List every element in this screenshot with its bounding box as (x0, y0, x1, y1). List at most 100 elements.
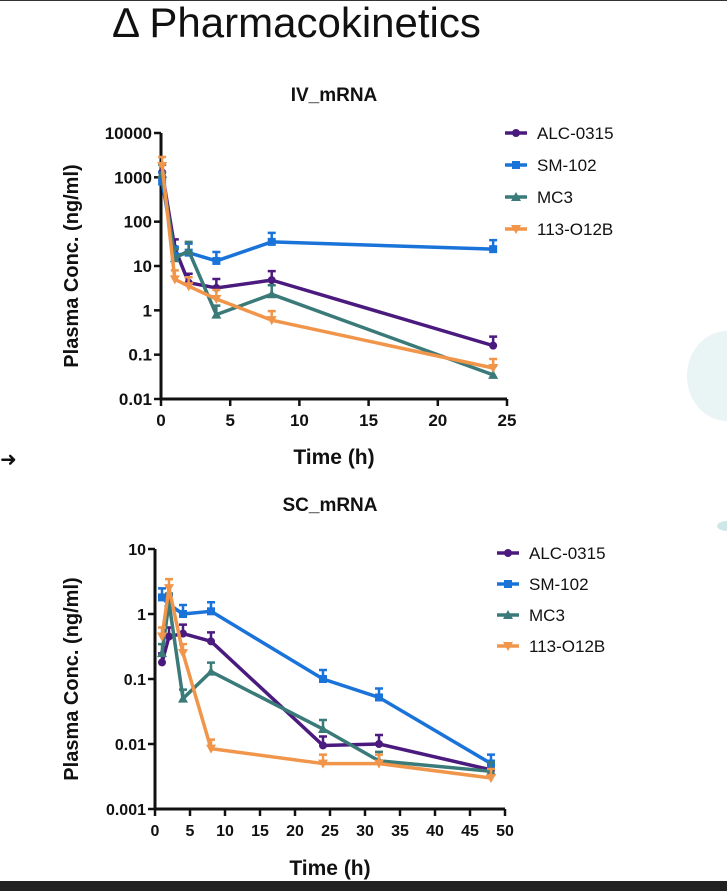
legend-label: ALC-0315 (537, 124, 614, 143)
x-tick-label: 20 (428, 411, 447, 430)
series-MC3 (157, 163, 499, 379)
series-MC3 (157, 592, 496, 776)
legend-label: MC3 (537, 188, 573, 207)
data-point (489, 245, 498, 254)
legend-marker (503, 642, 513, 651)
legend-label: 113-O12B (537, 220, 613, 239)
x-axis-label: Time (h) (289, 857, 370, 880)
series-line (160, 165, 494, 370)
legend-label: SM-102 (537, 156, 597, 175)
data-point (183, 282, 194, 292)
data-point (211, 309, 222, 319)
series-ALC-0315 (158, 623, 495, 774)
mouse-illustration-tail (717, 521, 727, 531)
legend-marker (512, 161, 520, 169)
data-point (178, 693, 188, 703)
data-point (319, 741, 327, 750)
y-tick-label: 0.01 (115, 737, 146, 754)
data-point (169, 275, 180, 285)
y-tick-label: 100 (124, 213, 152, 232)
x-tick-label: 15 (251, 823, 269, 840)
legend-marker (504, 549, 512, 557)
data-point (158, 658, 166, 667)
data-point (374, 759, 384, 769)
data-point (266, 316, 277, 326)
data-point (206, 744, 216, 754)
y-axis-label: Plasma Conc. (ng/ml) (61, 164, 83, 367)
y-tick-label: 10 (128, 542, 146, 559)
x-tick-label: 25 (321, 823, 339, 840)
data-point (318, 759, 328, 769)
y-tick-label: 10 (133, 257, 152, 276)
data-point (165, 632, 173, 641)
legend-marker (511, 192, 521, 201)
x-tick-label: 40 (426, 823, 444, 840)
y-tick-label: 0.1 (128, 346, 152, 365)
data-point (183, 245, 194, 255)
x-tick-label: 5 (186, 823, 195, 840)
series-ALC-0315 (158, 162, 498, 350)
legend-label: ALC-0315 (529, 544, 606, 563)
series-113-O12B (157, 155, 499, 374)
data-point (157, 648, 167, 658)
series-SM-102 (158, 171, 498, 265)
data-point (486, 773, 496, 783)
x-tick-label: 5 (225, 411, 234, 430)
data-point (212, 256, 221, 265)
page-title: Δ Pharmacokinetics (112, 0, 481, 46)
data-point (179, 610, 187, 618)
y-axis-label: Plasma Conc. (ng/ml) (61, 577, 83, 780)
data-point (267, 237, 276, 246)
x-tick-label: 30 (356, 823, 374, 840)
series-line (160, 173, 494, 377)
legend-marker (512, 129, 520, 137)
arrow-icon: ➜ (0, 449, 17, 471)
data-point (207, 637, 215, 646)
x-tick-label: 0 (156, 411, 165, 430)
y-tick-label: 1000 (114, 168, 152, 187)
x-tick-label: 45 (461, 823, 479, 840)
legend-label: 113-O12B (529, 637, 605, 656)
legend-marker (511, 225, 521, 234)
data-point (319, 675, 327, 683)
legend-label: MC3 (529, 606, 565, 625)
series-113-O12B (157, 577, 496, 783)
x-tick-label: 15 (359, 411, 378, 430)
x-axis-label: Time (h) (293, 446, 374, 469)
x-tick-label: 10 (290, 411, 309, 430)
x-tick-label: 0 (151, 823, 160, 840)
chart-title: IV_mRNA (291, 85, 378, 106)
y-tick-label: 1 (143, 301, 152, 320)
data-point (211, 295, 222, 305)
data-point (318, 724, 328, 734)
y-tick-label: 0.001 (106, 802, 146, 819)
data-point (206, 666, 216, 676)
data-point (489, 341, 498, 350)
data-point (207, 607, 215, 616)
y-tick-label: 0.01 (119, 390, 152, 409)
series-line (160, 181, 494, 263)
x-tick-label: 10 (216, 823, 234, 840)
data-point (266, 289, 277, 299)
chart-IV_mRNA: IV_mRNA Time (h) Plasma Conc. (ng/ml) 0 5 10 1… (61, 85, 614, 469)
legend-label: SM-102 (529, 575, 589, 594)
legend-marker (504, 580, 512, 588)
data-point (267, 276, 276, 285)
x-tick-label: 25 (498, 411, 517, 430)
data-point (375, 740, 383, 748)
x-tick-label: 50 (496, 823, 514, 840)
data-point (157, 162, 168, 172)
x-tick-label: 20 (286, 823, 304, 840)
y-tick-label: 10000 (105, 124, 152, 143)
data-point (157, 632, 167, 642)
x-tick-label: 35 (391, 823, 409, 840)
y-tick-label: 1 (137, 607, 146, 624)
chart-SC_mRNA: SC_mRNA Time (h) Plasma Conc. (ng/ml) 0 5 10 1… (61, 495, 606, 880)
y-tick-label: 0.1 (124, 672, 146, 689)
data-point (488, 364, 499, 374)
data-point (488, 369, 499, 379)
data-point (164, 584, 174, 594)
legend-marker (503, 610, 513, 619)
